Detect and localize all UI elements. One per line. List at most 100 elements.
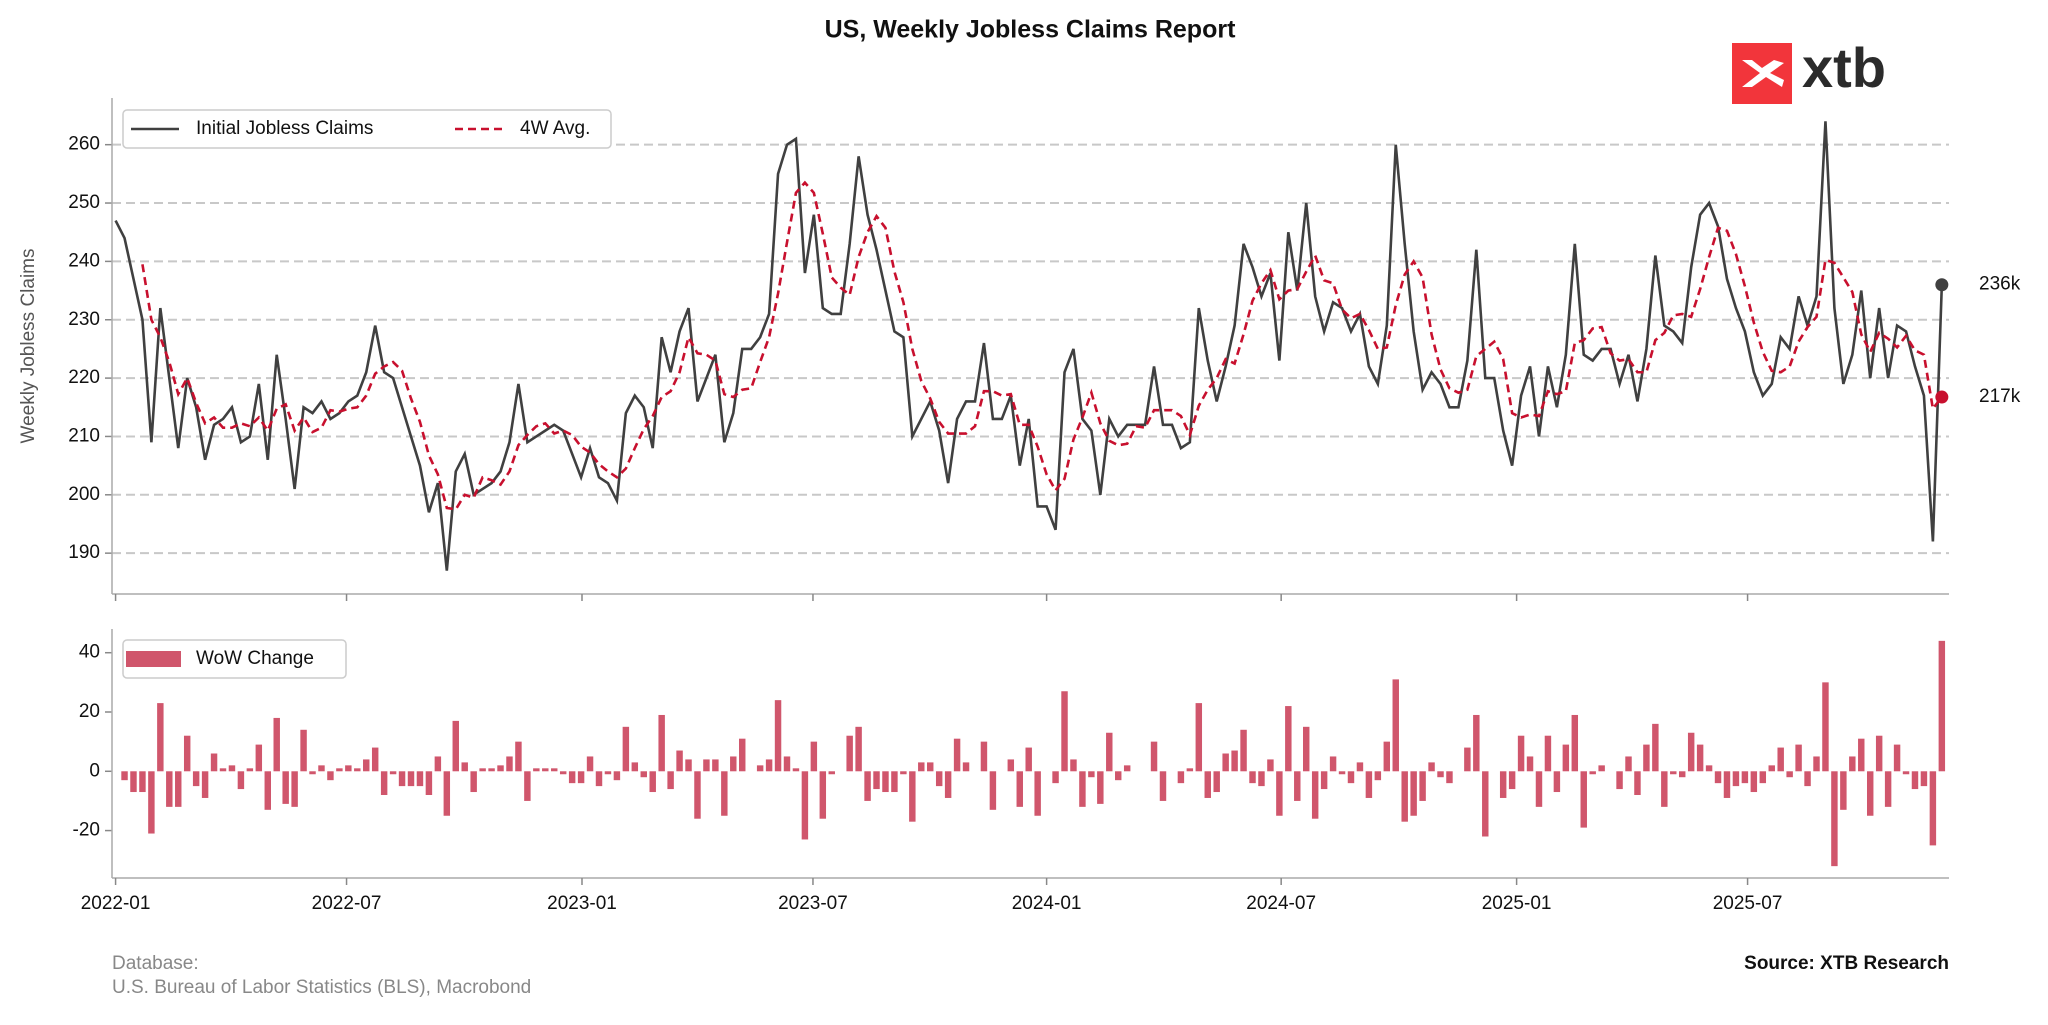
bar: [1240, 729, 1247, 772]
bar: [1634, 771, 1641, 795]
y-axis-label: Weekly Jobless Claims: [18, 249, 39, 444]
y-tick-label: 250: [68, 192, 100, 213]
bar: [1222, 753, 1229, 772]
bar: [1365, 771, 1373, 798]
bar: [1374, 771, 1382, 781]
bar: [649, 771, 656, 793]
bar: [801, 771, 809, 840]
line-series: [141, 180, 1943, 511]
bar: [1088, 771, 1095, 778]
end-point: [1935, 278, 1949, 292]
y-tick-label: 200: [68, 484, 100, 505]
bar: [407, 771, 415, 787]
bar: [533, 768, 540, 772]
bar: [604, 771, 612, 775]
bar: [1625, 756, 1632, 772]
bar: [1571, 714, 1579, 772]
bar: [774, 700, 782, 772]
bar: [1661, 771, 1668, 807]
logo: xtb: [1732, 36, 1886, 104]
bar: [1858, 738, 1865, 772]
bar: [927, 762, 934, 772]
bar: [721, 771, 728, 816]
bar: [1679, 771, 1686, 778]
bar: [282, 771, 289, 804]
x-tick-label: 2022-07: [312, 893, 382, 914]
bar: [891, 771, 898, 793]
x-tick-label: 2025-07: [1713, 893, 1783, 914]
bar: [1616, 771, 1623, 790]
bar: [1213, 771, 1220, 793]
bar: [1795, 744, 1802, 772]
bar: [595, 771, 603, 787]
bar: [739, 738, 746, 772]
footer-database-label: Database:: [112, 953, 199, 974]
line-series: [114, 121, 1944, 571]
bar: [1893, 744, 1901, 772]
bar: [515, 741, 522, 772]
bar: [1276, 771, 1283, 816]
bar: [882, 771, 889, 793]
bar: [1294, 771, 1301, 801]
bar: [1831, 771, 1838, 867]
bar: [1419, 771, 1426, 801]
bar: [1553, 771, 1561, 793]
bar: [1902, 771, 1910, 775]
bar: [291, 771, 298, 807]
bar: [157, 703, 164, 772]
bar: [631, 762, 639, 772]
bar: [1437, 771, 1444, 778]
legend-box: [122, 639, 347, 679]
bar: [810, 741, 818, 772]
bar: [425, 771, 433, 795]
y-tick-label: 40: [79, 642, 100, 663]
x-tick-label: 2024-01: [1012, 893, 1082, 914]
bar: [1267, 759, 1274, 772]
bar: [1025, 747, 1032, 772]
bar: [255, 744, 263, 772]
bar: [506, 756, 513, 772]
bar: [953, 738, 961, 772]
end-label: 236k: [1979, 274, 2021, 295]
bar: [586, 756, 594, 772]
bar: [246, 768, 254, 772]
chart-title: US, Weekly Jobless Claims Report: [825, 16, 1236, 44]
bar: [1562, 744, 1570, 772]
bar: [658, 714, 665, 772]
bar: [1938, 640, 1946, 772]
bar: [756, 765, 764, 772]
bar: [1115, 771, 1122, 781]
bar: [1499, 771, 1507, 798]
bar: [461, 762, 468, 772]
bar: [175, 771, 182, 807]
bar: [1840, 771, 1847, 810]
bar: [237, 771, 245, 790]
bar: [559, 771, 567, 775]
bar: [846, 735, 853, 772]
bar: [765, 759, 773, 772]
bar: [828, 771, 835, 775]
bar: [1517, 735, 1525, 772]
bar: [1849, 756, 1856, 772]
bar: [1875, 735, 1883, 772]
bar: [1186, 768, 1194, 772]
bar: [980, 741, 988, 772]
bar: [640, 771, 647, 778]
bar: [568, 771, 576, 784]
bar: [1007, 759, 1015, 772]
y-tick-label: 230: [68, 309, 100, 330]
bar: [183, 735, 191, 772]
bar: [1347, 771, 1355, 784]
bar: [1464, 747, 1471, 772]
bar: [1482, 771, 1489, 837]
bar: [318, 765, 325, 772]
bar: [452, 720, 459, 772]
y-tick-label: 240: [68, 250, 100, 271]
bar: [1813, 756, 1820, 772]
x-tick-label: 2023-01: [547, 893, 617, 914]
bar: [900, 771, 907, 775]
y-tick-label: 210: [68, 425, 100, 446]
logo-text: xtb: [1802, 36, 1886, 99]
